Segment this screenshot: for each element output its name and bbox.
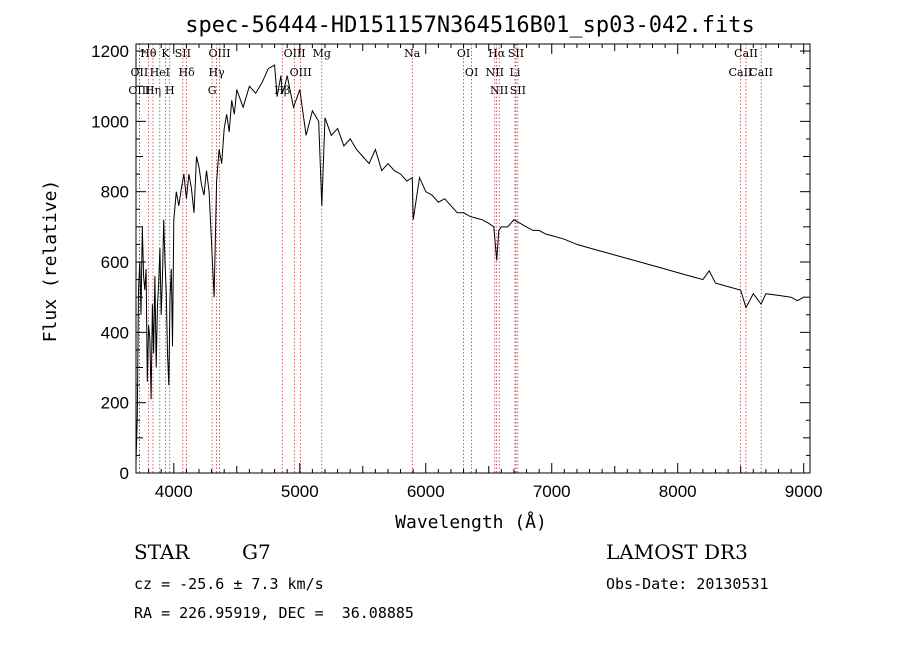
x-tick-label: 9000 (785, 482, 823, 501)
spectral-line-label: OIII (208, 47, 230, 60)
y-tick-label: 200 (101, 394, 129, 413)
flux-series-line (135, 64, 804, 463)
spectral-line-label: NII (490, 84, 508, 97)
y-tick-label: 800 (101, 183, 129, 202)
spectral-line-label: OIII (284, 47, 306, 60)
spectral-line-label: OIII (290, 66, 312, 79)
spectral-line-label: SII (508, 47, 524, 60)
obs-date: Obs-Date: 20130531 (606, 575, 769, 593)
y-tick-label: 400 (101, 323, 129, 342)
y-tick-label: 0 (120, 464, 129, 483)
spectral-line-label: Hη (145, 84, 161, 97)
spectral-line-label: NII (486, 66, 504, 79)
spectral-line-label: H (165, 84, 175, 97)
spectral-line-label: G (208, 84, 217, 97)
y-tick-label: 1000 (91, 112, 129, 131)
axis-ticks: 4000 5000 6000 7000 8000 9000 0 200 400 600 800 100… (91, 42, 822, 501)
survey-name: LAMOST DR3 (606, 540, 748, 564)
spectral-line-label: Hθ (140, 47, 157, 60)
x-tick-label: 7000 (533, 482, 571, 501)
y-axis-label: Flux (relative) (40, 180, 61, 343)
y-tick-label: 1200 (91, 42, 129, 61)
spectral-line-label: CaII (734, 47, 758, 60)
spectral-line-labels: HθOIIOIIIHηHeIKHSIIHδOIIIHγGOIIIOIIIHβMg… (128, 47, 773, 97)
spectral-line-label: OI (465, 66, 478, 79)
object-class: STAR (134, 540, 190, 564)
x-tick-label: 6000 (407, 482, 445, 501)
spectral-line-label: Hδ (179, 66, 196, 79)
spectral-line-label: Hγ (209, 66, 226, 79)
spectral-line-label: Hα (488, 47, 506, 60)
x-tick-label: 8000 (659, 482, 697, 501)
spectral-line-label: CaII (749, 66, 773, 79)
redshift-text: cz = -25.6 ± 7.3 km/s (134, 575, 324, 593)
spectral-line-label: SII (510, 84, 526, 97)
spectral-line-label: Li (510, 66, 521, 79)
coordinates-text: RA = 226.95919, DEC = 36.08885 (134, 604, 414, 622)
spectral-line-label: OII (131, 66, 149, 79)
spectral-line-label: HeI (150, 66, 170, 79)
y-tick-label: 600 (101, 253, 129, 272)
spectral-line-label: OI (457, 47, 470, 60)
plot-frame (135, 43, 811, 474)
x-tick-label: 5000 (281, 482, 319, 501)
spectral-line-markers (139, 44, 762, 473)
spectral-line-label: K (161, 47, 170, 60)
x-tick-label: 4000 (155, 482, 193, 501)
object-subclass: G7 (242, 540, 271, 564)
spectral-line-label: Mg (313, 47, 331, 60)
spectral-line-label: Na (404, 47, 421, 60)
spectral-line-label: CaII (729, 66, 753, 79)
x-axis-label: Wavelength (Å) (395, 511, 547, 533)
spectral-line-label: OIII (128, 84, 150, 97)
spectral-line-label: SII (175, 47, 191, 60)
chart-title: spec-56444-HD151157N364516B01_sp03-042.f… (185, 13, 755, 38)
